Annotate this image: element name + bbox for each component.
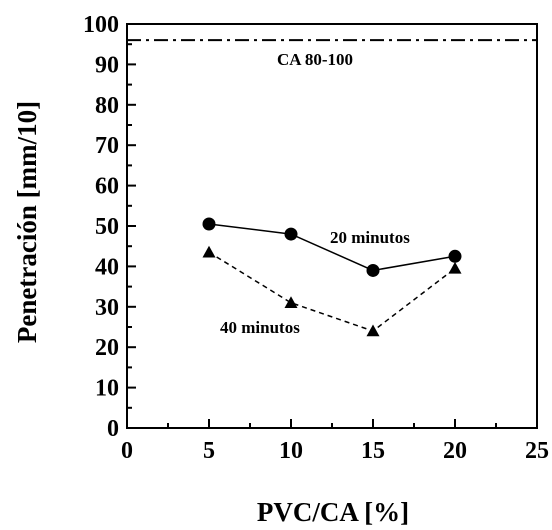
y-tick-label: 70 <box>95 133 119 159</box>
y-tick-label: 80 <box>95 93 119 119</box>
x-tick-label: 0 <box>121 438 133 464</box>
data-point-40-minutos <box>448 261 462 274</box>
x-tick-label: 5 <box>203 438 215 464</box>
y-tick-label: 10 <box>95 376 119 402</box>
x-axis-title: PVC/CA [%] <box>257 497 409 527</box>
plot-frame <box>126 23 538 429</box>
series-label-40-minutos: 40 minutos <box>220 318 300 337</box>
data-point-20-minutos <box>284 227 298 241</box>
data-point-40-minutos <box>284 296 298 308</box>
y-tick-label: 60 <box>95 174 119 200</box>
y-tick-label: 90 <box>95 52 119 78</box>
y-tick-label: 50 <box>95 214 119 240</box>
x-tick-label: 15 <box>361 438 385 464</box>
series-line-20-minutos <box>208 223 456 272</box>
y-tick-label: 20 <box>95 335 119 361</box>
x-tick-label: 20 <box>443 438 467 464</box>
data-point-20-minutos <box>448 249 462 263</box>
data-point-40-minutos <box>202 245 216 258</box>
y-axis-title: Penetración [mm/10] <box>12 101 42 343</box>
data-point-40-minutos <box>366 324 380 337</box>
data-point-20-minutos <box>366 263 380 277</box>
y-tick-label: 100 <box>83 12 119 38</box>
y-tick-label: 40 <box>95 254 119 280</box>
series-line-40-minutos <box>208 251 456 332</box>
y-tick-label: 0 <box>107 416 119 442</box>
series-label-20-minutos: 20 minutos <box>330 228 410 247</box>
y-tick-label: 30 <box>95 295 119 321</box>
x-tick-label: 25 <box>525 438 549 464</box>
reference-line-label: CA 80-100 <box>277 50 353 69</box>
x-tick-label: 10 <box>279 438 303 464</box>
data-point-20-minutos <box>202 217 216 231</box>
